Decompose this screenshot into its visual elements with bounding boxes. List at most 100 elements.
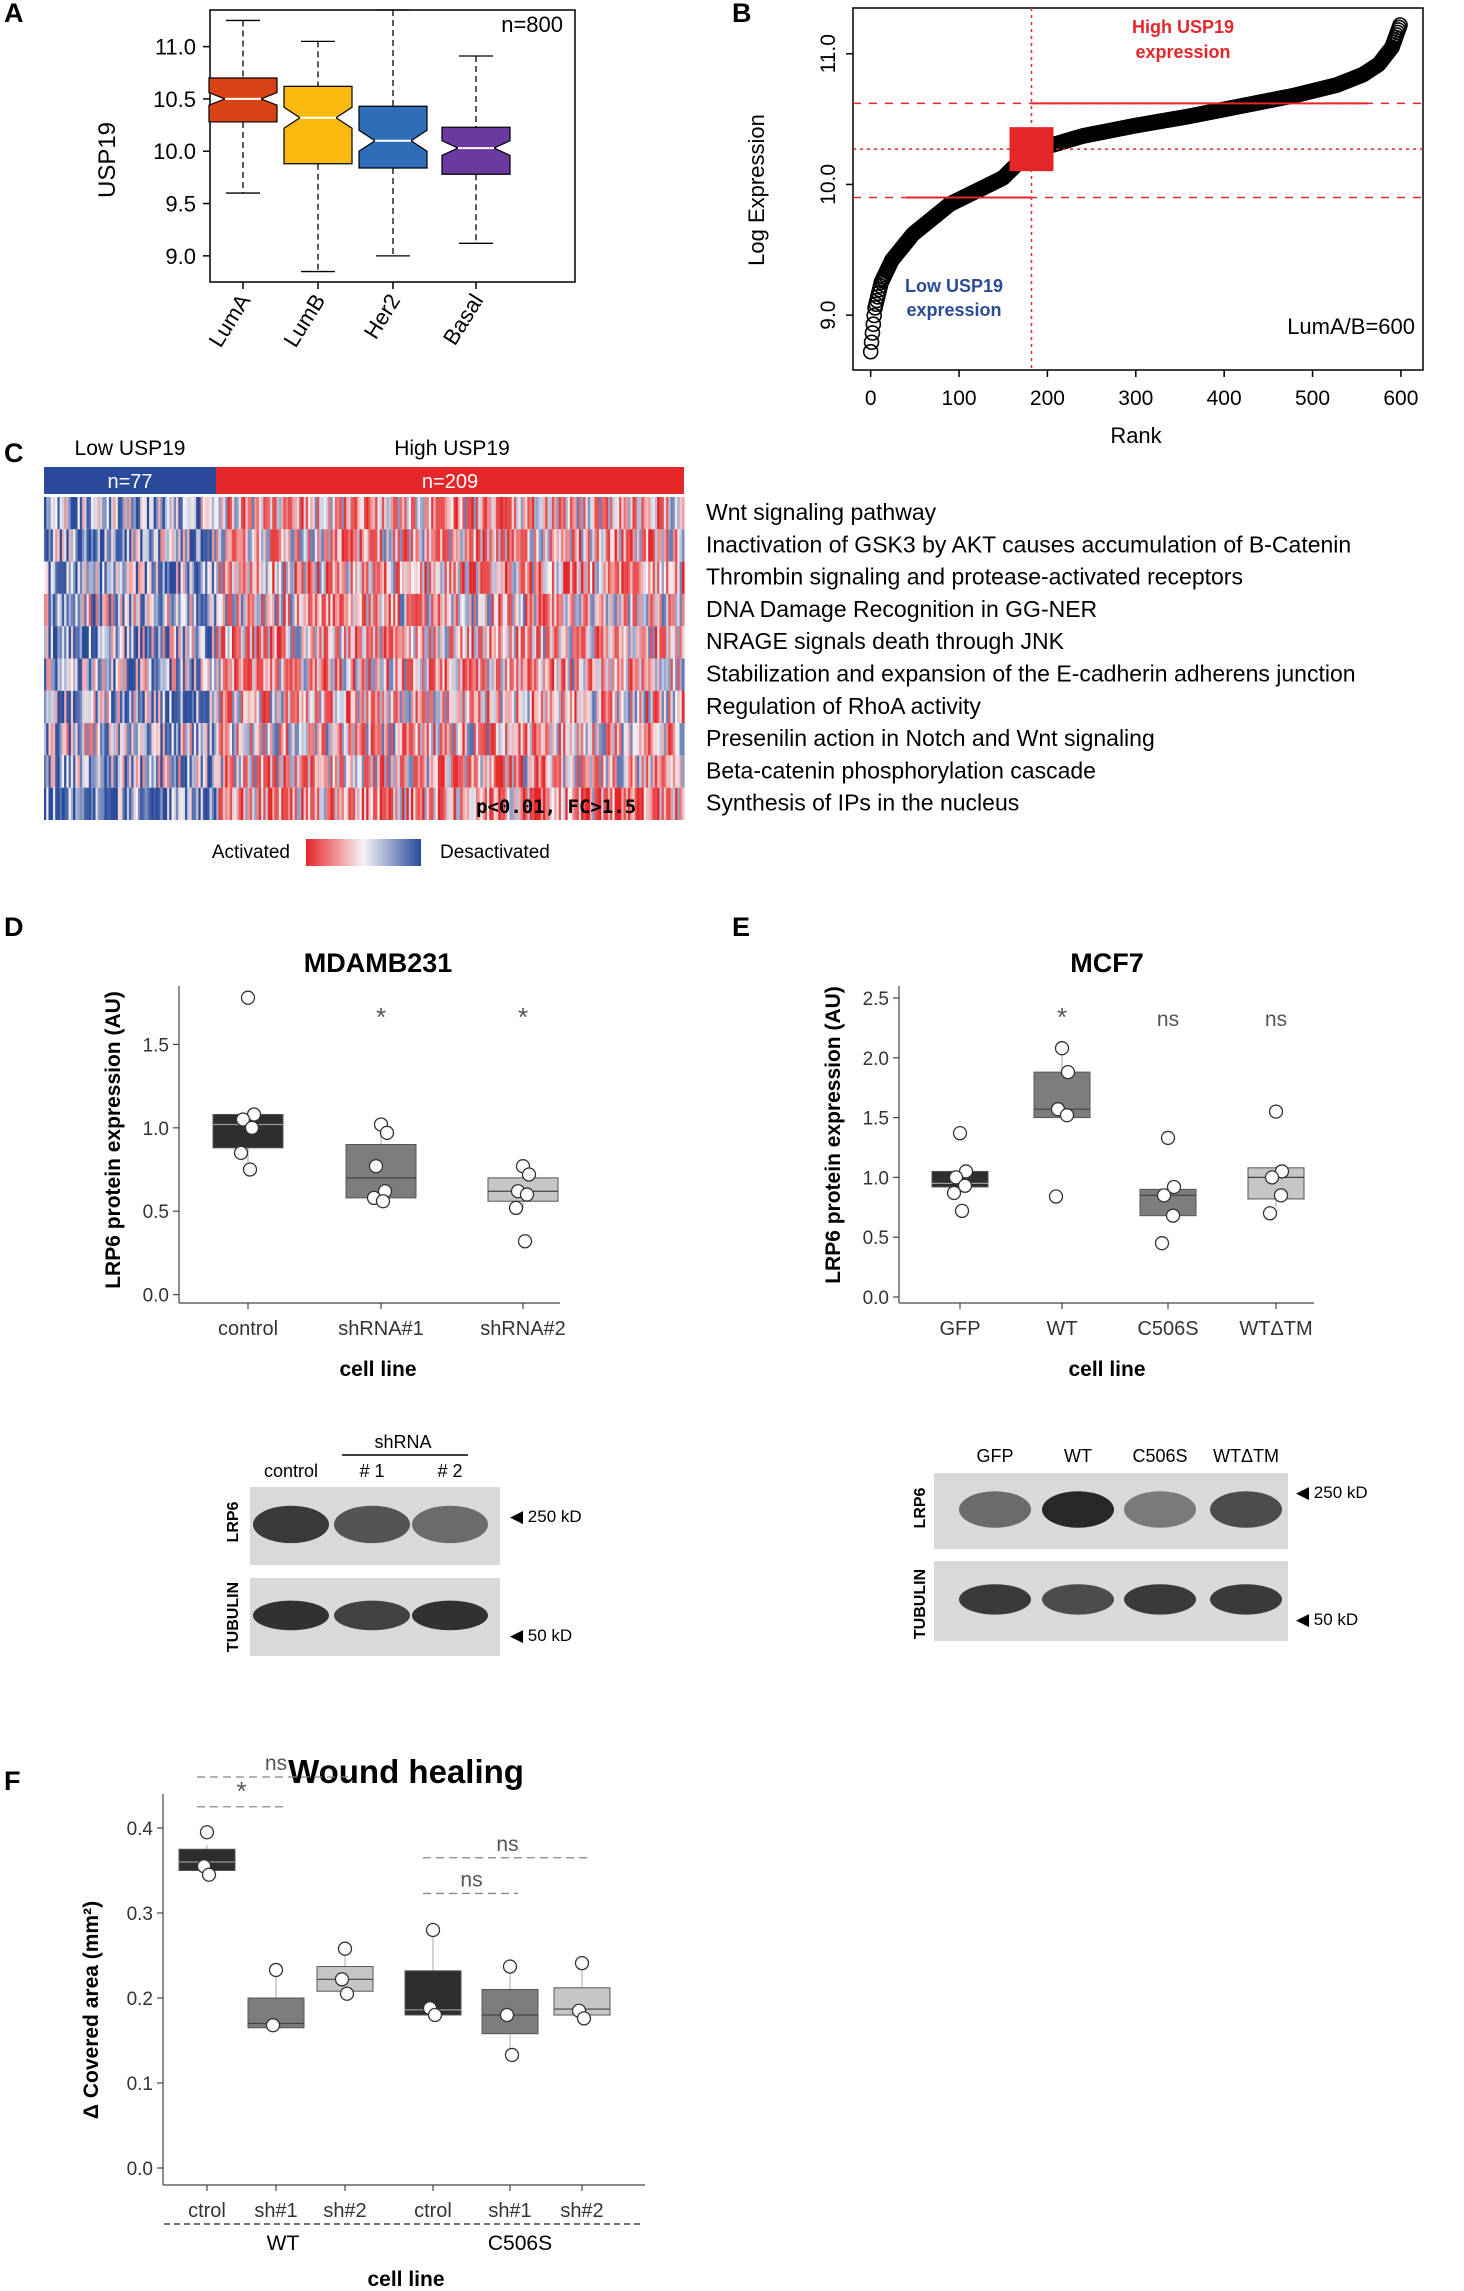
heatmap-cell	[592, 755, 596, 788]
heatmap-cell	[182, 690, 186, 724]
heatmap-cell	[641, 561, 645, 594]
heatmap-cell	[666, 755, 669, 788]
heatmap-cell	[504, 658, 508, 691]
heatmap-cell	[146, 723, 150, 756]
heatmap-cell	[639, 593, 643, 627]
heatmap-cell	[410, 723, 414, 756]
heatmap-cell	[283, 755, 287, 788]
heatmap-cell	[198, 626, 202, 659]
heatmap-cell	[196, 497, 200, 530]
heatmap-cell	[323, 626, 327, 659]
heatmap-cell	[424, 593, 428, 627]
heatmap-cell	[223, 561, 226, 594]
western-blot-d: shRNA control # 1 # 2 LRP6 TUBULIN ◀ 250…	[225, 1432, 582, 1656]
heatmap-row	[44, 497, 685, 530]
heatmap-cell	[654, 787, 658, 820]
heatmap-cell	[652, 690, 656, 724]
heatmap-cell	[261, 626, 264, 659]
heatmap-cell	[379, 755, 383, 788]
heatmap-cell	[317, 755, 320, 788]
heatmap-cell	[113, 626, 117, 659]
heatmap-cell	[540, 755, 544, 788]
heatmap-cell	[66, 787, 70, 820]
heatmap-cell	[504, 787, 508, 820]
heatmap-cell	[527, 593, 531, 627]
heatmap-cell	[317, 593, 320, 627]
heatmap-cell	[504, 561, 508, 594]
heatmap-cell	[184, 561, 188, 594]
heatmap-cell	[368, 690, 372, 724]
heatmap-cell	[317, 658, 320, 691]
heatmap-cell	[482, 690, 486, 724]
heatmap-cell	[670, 529, 674, 562]
heatmap-cell	[332, 690, 336, 724]
heatmap-cell	[581, 529, 584, 562]
heatmap-cell	[641, 690, 645, 724]
heatmap-cell	[529, 723, 533, 756]
heatmap-cell	[529, 755, 533, 788]
heatmap-cell	[462, 787, 466, 820]
heatmap-cell	[585, 755, 589, 788]
heatmap-cell	[238, 529, 242, 562]
heatmap-cell	[305, 690, 309, 724]
heatmap-cell	[424, 755, 428, 788]
heatmap-cell	[509, 497, 513, 530]
heatmap-cell	[406, 755, 410, 788]
heatmap-cell	[294, 755, 298, 788]
heatmap-cell	[263, 529, 267, 562]
y-tick-label: 11.0	[155, 35, 196, 60]
heatmap-cell	[182, 755, 186, 788]
heatmap-cell	[162, 497, 166, 530]
heatmap-cell	[377, 626, 381, 659]
heatmap-cell	[108, 593, 112, 627]
heatmap-cell	[679, 593, 683, 627]
heatmap-cell	[252, 690, 255, 724]
heatmap-cell	[520, 497, 524, 530]
heatmap-cell	[158, 529, 161, 562]
heatmap-cell	[290, 787, 293, 820]
heatmap-cell	[287, 529, 291, 562]
heatmap-cell	[511, 626, 515, 659]
blot-d-lane-1: # 1	[359, 1461, 384, 1481]
heatmap-cell	[339, 723, 343, 756]
heatmap-cell	[442, 626, 446, 659]
heatmap-cell	[493, 593, 497, 627]
heatmap-cell	[487, 529, 490, 562]
heatmap-cell	[576, 787, 580, 820]
heatmap-cell	[431, 497, 434, 530]
heatmap-cell	[446, 529, 450, 562]
heatmap-cell	[261, 723, 264, 756]
heatmap-cell	[99, 529, 103, 562]
heatmap-cell	[70, 690, 74, 724]
heatmap-cell	[325, 723, 329, 756]
heatmap-cell	[585, 626, 589, 659]
heatmap-cell	[169, 658, 173, 691]
heatmap-cell	[77, 593, 81, 627]
heatmap-cell	[146, 497, 150, 530]
heatmap-cell	[169, 755, 173, 788]
heatmap-cell	[581, 561, 584, 594]
blot-band	[334, 1505, 410, 1544]
heatmap-cell	[500, 593, 504, 627]
heatmap-cell	[90, 723, 94, 756]
heatmap-cell	[95, 755, 99, 788]
heatmap-cell	[384, 658, 387, 691]
heatmap-cell	[435, 626, 439, 659]
panel-label-f: F	[4, 1766, 21, 1796]
heatmap-cell	[534, 626, 537, 659]
heatmap-cell	[384, 787, 387, 820]
data-point	[954, 1203, 970, 1219]
heatmap-cell	[457, 690, 461, 724]
heatmap-cell	[563, 755, 566, 788]
heatmap-cell	[357, 497, 361, 530]
heatmap-cell	[82, 593, 85, 627]
heatmap-cell	[113, 787, 117, 820]
heatmap-cell	[677, 787, 681, 820]
heatmap-cell	[457, 561, 461, 594]
heatmap-cell	[522, 658, 526, 691]
panel-b-high-label-1: High USP19	[1132, 17, 1234, 37]
heatmap-cell	[160, 626, 164, 659]
heatmap-cell	[90, 593, 94, 627]
heatmap-cell	[126, 787, 130, 820]
x-tick-label: Basal	[438, 289, 488, 349]
